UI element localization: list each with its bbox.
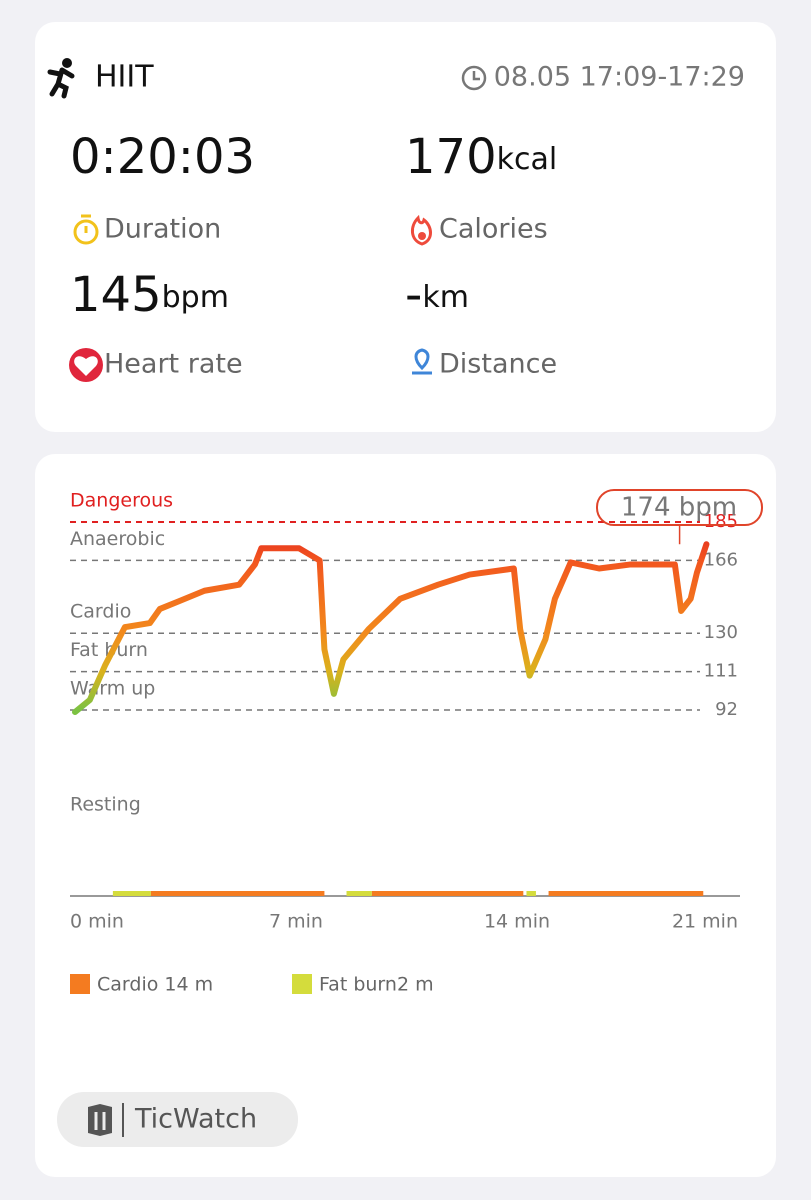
summary-card (35, 22, 776, 432)
zone-time-bar (346, 891, 372, 896)
heart-rate-line (72, 541, 710, 716)
x-tick-label: 21 min (672, 911, 738, 933)
brand-badge (57, 1092, 298, 1147)
stat-value: 0:20:03 (70, 129, 255, 185)
zone-label: Fat burn (70, 639, 148, 661)
zone-time-bar (371, 891, 524, 896)
stat: 170kcal (405, 129, 557, 185)
chart-card (35, 454, 776, 1177)
zone-limit-label: 185 (704, 511, 738, 532)
calories-icon (411, 214, 432, 246)
zone-limit-label: 92 (715, 699, 738, 720)
stat-value: - (405, 267, 422, 323)
duration-icon (73, 214, 99, 245)
heart-rate-icon (69, 348, 103, 382)
brand-name: TicWatch (134, 1104, 257, 1135)
time-range: 08.05 17:09-17:29 (494, 62, 745, 93)
zone-time-bar (526, 891, 536, 896)
distance-icon (412, 348, 432, 375)
stat: 145bpm (70, 267, 229, 323)
stat-unit: km (422, 280, 469, 315)
legend-label: Cardio 14 m (97, 974, 213, 996)
zone-label: Warm up (70, 678, 155, 700)
legend-swatch (292, 974, 312, 994)
stat-label: Heart rate (104, 349, 243, 380)
zone-time-bar (548, 891, 704, 896)
zone-label: Dangerous (70, 490, 173, 512)
x-tick-label: 14 min (484, 911, 550, 933)
zone-limit-label: 130 (704, 622, 738, 643)
activity-name: HIIT (95, 60, 154, 95)
legend-swatch (70, 974, 90, 994)
brand-icon (88, 1103, 124, 1137)
activity-icon (47, 58, 75, 99)
annotation-label: 174 bpm (621, 493, 737, 523)
stat-value: 170 (405, 129, 497, 185)
zone-limit-label: 111 (704, 661, 738, 682)
zone-label: Resting (70, 794, 141, 816)
stat-label: Duration (104, 214, 221, 245)
stat: 0:20:03 (70, 129, 255, 185)
zone-time-bar (112, 891, 151, 896)
x-tick-label: 0 min (70, 911, 124, 933)
stat-label: Distance (439, 349, 557, 380)
stat-value: 145 (70, 267, 162, 323)
clock-icon (461, 65, 487, 91)
legend-label: Fat burn2 m (319, 974, 434, 996)
x-tick-label: 7 min (269, 911, 323, 933)
stat: -km (405, 267, 469, 323)
stat-unit: kcal (497, 142, 558, 177)
stat-unit: bpm (162, 280, 229, 315)
zone-time-bar (150, 891, 325, 896)
stat-label: Calories (439, 214, 548, 245)
annotation-box (596, 489, 763, 526)
zone-label: Anaerobic (70, 528, 165, 550)
zone-label: Cardio (70, 601, 131, 623)
zone-limit-label: 166 (704, 549, 738, 570)
